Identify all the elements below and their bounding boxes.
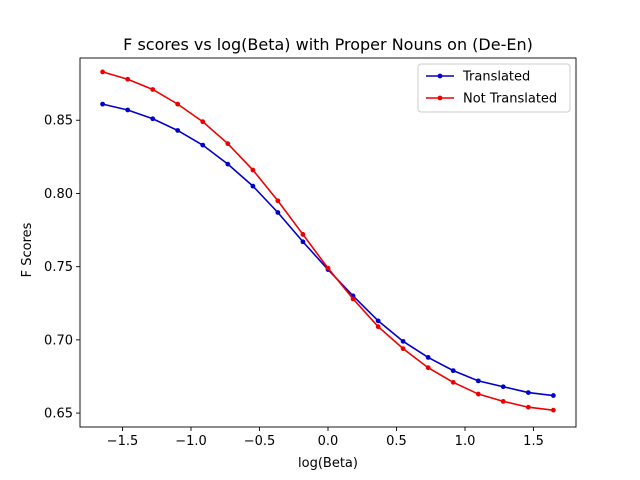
data-point-1-18 [550,407,556,413]
data-point-1-16 [500,398,506,404]
data-point-1-1 [125,76,131,82]
y-tick-label: 0.85 [44,114,73,129]
x-tick-label: −1.5 [107,434,139,449]
data-point-1-3 [175,101,181,107]
x-tick-label: 0.0 [318,434,339,449]
legend: Translated Not Translated [417,63,571,113]
y-tick-label: 0.70 [44,333,73,348]
data-point-1-8 [300,232,306,237]
data-point-0-11 [375,318,381,324]
data-point-0-0 [100,101,106,107]
data-point-0-2 [150,116,156,122]
data-point-0-7 [275,210,281,215]
data-point-1-17 [525,404,531,410]
data-point-1-11 [375,324,381,330]
y-axis-label: F Scores [20,222,35,277]
data-point-0-14 [450,368,456,374]
legend-label-1: Not Translated [463,92,557,107]
data-point-0-15 [475,378,481,384]
data-point-1-4 [200,119,206,125]
legend-box [417,63,571,113]
legend-label-0: Translated [462,70,530,85]
data-point-1-9 [325,265,331,271]
data-point-1-13 [425,365,431,371]
data-point-1-2 [150,87,156,92]
chart-title: F scores vs log(Beta) with Proper Nouns … [123,35,533,54]
legend-marker-0 [437,73,443,79]
data-point-1-6 [250,167,256,173]
y-tick-label: 0.75 [44,260,73,275]
data-point-0-5 [225,161,231,167]
legend-marker-1 [437,95,443,101]
data-point-1-12 [400,346,406,352]
data-point-1-0 [100,69,106,75]
x-tick-label: 1.0 [455,434,476,449]
data-point-1-5 [225,141,231,147]
x-axis-label: log(Beta) [298,456,358,471]
y-tick-label: 0.65 [44,407,73,422]
x-tick-label: 0.5 [386,434,407,449]
data-point-1-14 [450,379,456,385]
plot-area [79,57,577,428]
data-point-1-10 [350,296,356,302]
data-point-0-18 [550,393,556,398]
data-point-0-17 [525,390,531,395]
y-axis: 0.65 0.70 0.75 0.80 0.85 [44,114,80,422]
data-point-0-13 [425,355,431,360]
data-point-0-16 [500,384,506,390]
x-tick-label: 1.5 [523,434,544,449]
data-point-0-4 [200,142,206,148]
x-tick-label: −1.0 [175,434,207,449]
data-point-0-8 [300,239,306,245]
x-tick-label: −0.5 [244,434,276,449]
data-point-0-3 [175,128,181,133]
data-point-1-15 [475,391,481,397]
data-point-0-1 [125,107,131,113]
data-point-1-7 [275,198,281,204]
data-point-0-6 [250,183,256,189]
data-point-0-12 [400,338,406,344]
y-tick-label: 0.80 [44,187,73,202]
x-axis: −1.5 −1.0 −0.5 0.0 0.5 1.0 1.5 [107,427,544,449]
